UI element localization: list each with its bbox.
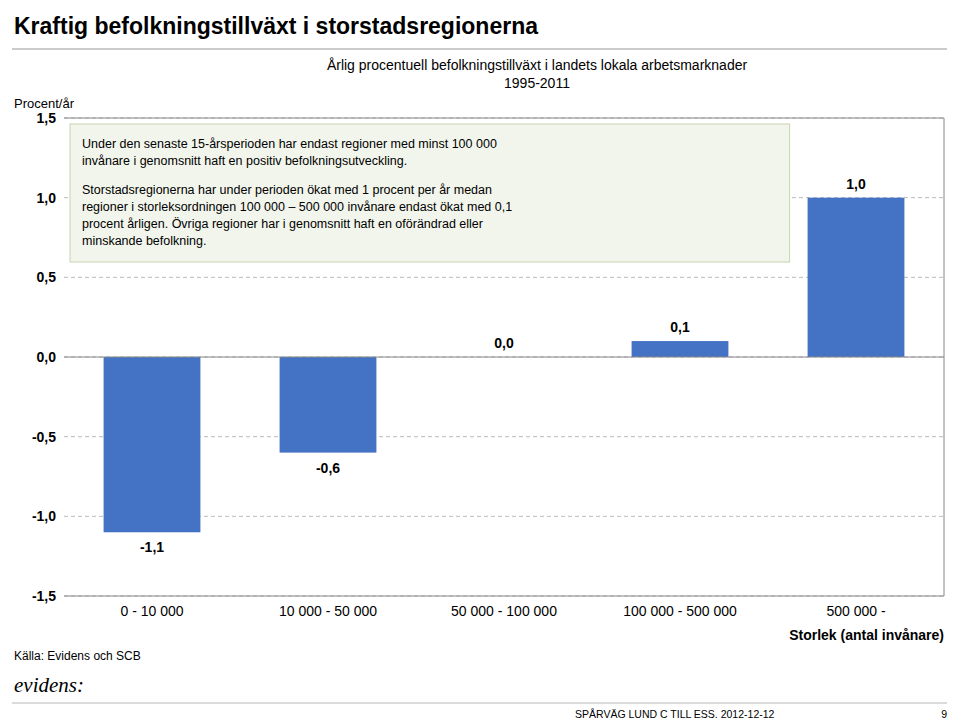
text-box: Under den senaste 15-årsperioden har end… xyxy=(70,124,790,262)
bar xyxy=(632,341,729,357)
data-label: 0,1 xyxy=(670,319,690,335)
x-axis-label: Storlek (antal invånare) xyxy=(789,627,944,643)
data-label: 1,0 xyxy=(846,176,866,192)
data-label: -0,6 xyxy=(316,460,340,476)
x-axis-line xyxy=(64,596,944,597)
y-tick-label: 0,0 xyxy=(37,349,57,365)
y-tick-label: -1,5 xyxy=(32,588,56,604)
text-box-line: Under den senaste 15-årsperioden har end… xyxy=(82,137,497,151)
source: Källa: Evidens och SCB xyxy=(14,649,141,663)
logo: evidens: xyxy=(14,673,84,697)
y-tick-label: 1,0 xyxy=(37,190,57,206)
y-tick-label: -0,5 xyxy=(32,429,56,445)
y-axis-label: Procent/år xyxy=(14,96,75,111)
grid-line xyxy=(64,357,944,358)
bar xyxy=(104,357,201,532)
data-label: 0,0 xyxy=(494,335,514,351)
x-tick-label: 10 000 - 50 000 xyxy=(279,603,377,619)
frame-top xyxy=(64,118,944,119)
footer: SPÅRVÄG LUND C TILL ESS. 2012-12-12 xyxy=(575,708,775,720)
text-box-line: invånare i genomsnitt haft en positiv be… xyxy=(82,154,407,168)
grid-line xyxy=(64,596,944,597)
x-tick-label: 0 - 10 000 xyxy=(120,603,183,619)
x-tick-label: 500 000 - xyxy=(826,603,885,619)
footer-rule xyxy=(12,703,947,704)
text-box-line: Storstadsregionerna har under perioden ö… xyxy=(82,183,492,197)
text-box-line: regioner i storleksordningen 100 000 – 5… xyxy=(82,200,512,214)
text-box-line: minskande befolkning. xyxy=(82,234,206,248)
page-number: 9 xyxy=(941,708,947,720)
text-box-frame xyxy=(70,124,790,262)
data-label: -1,1 xyxy=(140,539,164,555)
x-tick-label: 50 000 - 100 000 xyxy=(451,603,557,619)
y-tick-label: -1,0 xyxy=(32,508,56,524)
x-tick-label: 100 000 - 500 000 xyxy=(623,603,737,619)
y-tick-label: 0,5 xyxy=(37,269,57,285)
bar xyxy=(280,357,377,453)
bar xyxy=(808,198,905,357)
zero-line xyxy=(64,357,944,358)
grid xyxy=(64,118,944,596)
text-box-line: procent årligen. Övriga regioner har i g… xyxy=(82,217,483,231)
background xyxy=(0,0,959,726)
grid-line xyxy=(64,118,944,119)
chart: Kraftig befolkningstillväxt i storstadsr… xyxy=(0,0,959,726)
subtitle: 1995-2011 xyxy=(504,75,570,91)
title: Kraftig befolkningstillväxt i storstadsr… xyxy=(14,13,538,39)
subtitle: Årlig procentuell befolkningstillväxt i … xyxy=(327,57,748,73)
title-rule xyxy=(12,49,947,50)
y-tick-label: 1,5 xyxy=(37,110,57,126)
